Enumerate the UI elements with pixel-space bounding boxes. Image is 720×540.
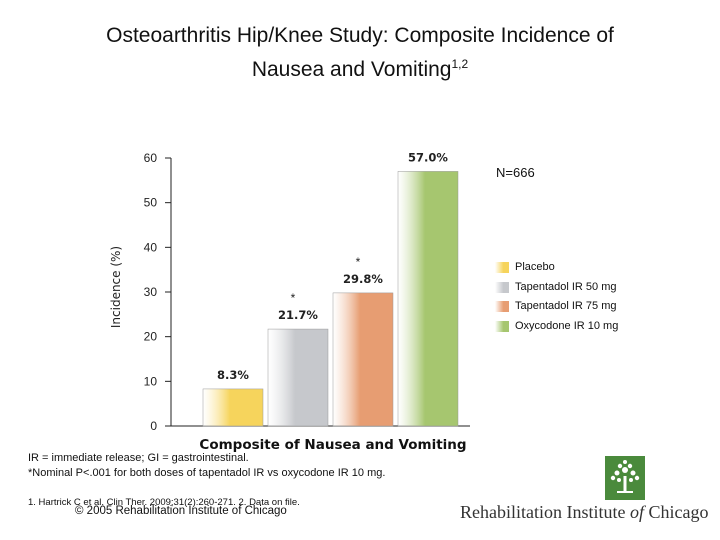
significance-marker: * [291,291,296,305]
title-line-1: Osteoarthritis Hip/Knee Study: Composite… [106,24,614,47]
tree-icon [605,456,645,500]
legend-item: Tapentadol IR 50 mg [495,278,618,298]
bar-data-label: 21.7% [278,308,318,322]
legend-item: Tapentadol IR 75 mg [495,297,618,317]
title-line-2: Nausea and Vomiting [251,58,452,81]
copyright-text: © 2005 Rehabilitation Institute of Chica… [75,505,287,517]
legend-swatch [495,281,509,293]
significance-note: *Nominal P<.001 for both doses of tapent… [28,467,386,479]
y-tick-label: 10 [144,374,158,388]
page-title: Osteoarthritis Hip/Knee Study: Composite… [0,22,720,84]
abbreviations-note: IR = immediate release; GI = gastrointes… [28,452,249,464]
title-superscript: 1,2 [451,57,469,71]
legend-label: Tapentadol IR 50 mg [515,280,617,293]
y-tick-label: 30 [144,285,158,299]
legend-swatch [495,301,509,313]
bar-2 [267,328,329,427]
y-tick-label: 0 [150,419,157,433]
significance-marker: * [356,255,361,269]
y-tick-label: 20 [144,330,158,344]
x-axis-title: Composite of Nausea and Vomiting [199,437,466,453]
y-tick-label: 40 [144,240,158,254]
bar-1 [202,388,264,427]
footnotes: IR = immediate release; GI = gastrointes… [28,451,385,481]
legend-label: Oxycodone IR 10 mg [515,319,619,332]
legend-label: Tapentadol IR 75 mg [515,300,617,312]
y-axis-title: Incidence (%) [109,246,123,328]
bar-data-label: 8.3% [217,368,249,382]
legend-item: Placebo [495,258,618,278]
legend-swatch [495,320,509,332]
y-tick-label: 60 [144,151,158,165]
legend-swatch [495,262,509,274]
references: 1. Hartrick C et al. Clin Ther. 2009;31(… [28,497,300,508]
sample-size-label: N=666 [496,165,535,180]
bar-data-label: 57.0% [408,150,448,164]
chart-legend: Placebo Tapentadol IR 50 mg Tapentadol IR … [495,258,618,336]
bar-3 [332,292,394,427]
legend-item: Oxycodone IR 10 mg [495,317,618,337]
bar-data-label: 29.8% [343,272,383,286]
institute-logo-text: Rehabilitation Institute of Chicago [460,502,709,522]
y-tick-label: 50 [144,196,158,210]
bar-4 [397,171,459,427]
legend-label: Placebo [515,261,555,273]
